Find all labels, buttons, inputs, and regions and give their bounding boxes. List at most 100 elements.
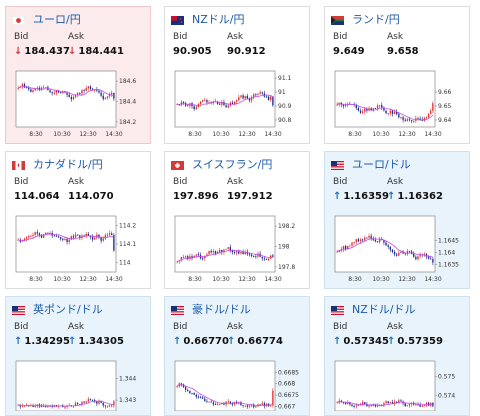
card-header[interactable]: ランド/円	[331, 13, 400, 27]
candle-body	[244, 251, 246, 255]
candle-body	[242, 405, 244, 406]
card-header[interactable]: ユーロ/ドル	[331, 158, 411, 172]
down-arrow-icon: ↓	[14, 46, 23, 57]
candle-body	[385, 401, 387, 404]
x-tick-label: 12:30	[238, 276, 255, 283]
candle-body	[372, 108, 374, 111]
y-tick-label: 1.1635	[438, 262, 459, 269]
candle-body	[229, 247, 231, 251]
candle-body	[79, 235, 81, 238]
candle-body	[98, 90, 100, 93]
candle-body	[40, 87, 43, 90]
candle-body	[347, 245, 349, 250]
candle-body	[87, 86, 90, 89]
candle-body	[238, 97, 240, 101]
card-header[interactable]: 英ポンド/ドル	[12, 303, 103, 317]
candle-body	[229, 401, 231, 404]
candle-body	[359, 239, 362, 242]
candle-body	[94, 400, 96, 402]
pair-title[interactable]: 豪ドル/ドル	[192, 303, 251, 316]
candle-body	[244, 405, 246, 407]
candle-body	[216, 404, 219, 405]
card-header[interactable]: NZドル/ドル	[331, 303, 415, 317]
candle-body	[265, 259, 268, 260]
y-tick-label: 90.9	[278, 103, 292, 110]
candle-body	[36, 404, 38, 406]
candle-body	[387, 113, 389, 114]
candle-body	[225, 248, 227, 250]
candle-body	[372, 404, 374, 406]
pair-title[interactable]: ランド/円	[352, 13, 400, 26]
pair-title[interactable]: カナダドル/円	[33, 158, 103, 171]
candle-body	[404, 403, 406, 407]
pair-title[interactable]: ユーロ/円	[33, 13, 81, 26]
ask-value: 9.658	[387, 46, 419, 57]
candle-body	[391, 249, 394, 252]
candle-body	[233, 252, 236, 253]
candle-body	[96, 401, 98, 404]
candle-body	[250, 97, 253, 101]
candle-body	[210, 401, 212, 403]
candle-body	[187, 105, 189, 107]
pair-title[interactable]: 英ポンド/ドル	[33, 303, 103, 316]
candle-body	[391, 402, 394, 404]
rate-card[interactable]: 英ポンド/ドル Bid Ask ↑ 1.34295 ↑ 1.34305 1.344 1.343	[5, 296, 151, 416]
card-header[interactable]: ユーロ/円	[12, 13, 81, 27]
candle-body	[389, 110, 391, 114]
candle-body	[430, 402, 432, 406]
rate-card[interactable]: ユーロ/ドル Bid Ask ↑ 1.16359 ↑ 1.16362 1.1645 1.164 1…	[324, 151, 470, 289]
candle-body	[344, 402, 347, 404]
pair-title[interactable]: NZドル/円	[192, 13, 245, 26]
candle-body	[248, 98, 251, 101]
card-header[interactable]: NZドル/円	[171, 13, 244, 27]
candle-body	[42, 87, 45, 89]
y-tick-label: 1.344	[119, 375, 136, 382]
candle-body	[34, 405, 36, 407]
y-tick-label: 90.8	[278, 117, 292, 124]
x-tick-label: 12:30	[79, 131, 96, 138]
candle-body	[357, 405, 360, 406]
candle-body	[250, 254, 253, 257]
moving-average-line	[336, 401, 433, 407]
us-flag-icon	[331, 160, 344, 170]
rate-card[interactable]: 豪ドル/ドル Bid Ask ↑ 0.66770 ↑ 0.66774 0.6685 0.668 0…	[164, 296, 310, 416]
candle-body	[38, 233, 41, 235]
pair-title[interactable]: スイスフラン/円	[192, 158, 273, 171]
candle-body	[191, 256, 193, 258]
candle-body	[246, 405, 249, 407]
candle-body	[102, 402, 104, 406]
candle-body	[81, 401, 83, 405]
candle-body	[182, 384, 185, 387]
card-header[interactable]: カナダドル/円	[12, 158, 103, 172]
card-header[interactable]: スイスフラン/円	[171, 158, 272, 172]
rate-card[interactable]: スイスフラン/円 Bid Ask 197.896 197.912 198.2 198 197.…	[164, 151, 310, 289]
y-tick-label: 0.668	[278, 381, 295, 388]
plot-area	[334, 70, 436, 128]
candle-body	[421, 119, 423, 121]
candle-body	[423, 254, 426, 255]
candle-body	[87, 233, 90, 236]
rate-card[interactable]: ユーロ/円 Bid Ask ↓ 184.437 ↓ 184.441 184.6 184.4 184…	[5, 6, 151, 144]
candle-body	[94, 237, 96, 240]
pair-title[interactable]: NZドル/ドル	[352, 303, 416, 316]
rate-card[interactable]: NZドル/ドル Bid Ask ↑ 0.57345 ↑ 0.57359 0.575 0.574	[324, 296, 470, 416]
candle-body	[385, 242, 387, 246]
candle-body	[240, 95, 242, 98]
x-tick-label: 14:30	[105, 276, 122, 283]
card-header[interactable]: 豪ドル/ドル	[171, 303, 251, 317]
pair-title[interactable]: ユーロ/ドル	[352, 158, 411, 171]
candle-body	[385, 110, 387, 114]
rate-card[interactable]: NZドル/円 Bid Ask 90.905 90.912 91.1 91 90.9 90.8 8:…	[164, 6, 310, 144]
y-tick-label: 1.1645	[438, 237, 459, 244]
candle-body	[204, 255, 206, 259]
candle-body	[357, 108, 360, 111]
candle-body	[201, 100, 204, 102]
rate-card[interactable]: カナダドル/円 Bid Ask 114.064 114.070 114.2 114.1 114…	[5, 151, 151, 289]
candle-body	[182, 102, 185, 104]
candle-body	[25, 237, 28, 239]
candle-body	[216, 251, 219, 254]
rate-card[interactable]: ランド/円 Bid Ask 9.649 9.658 9.66 9.65 9.64 8:30 10:…	[324, 6, 470, 144]
price-chart: 0.6685 0.668 0.6675 0.667	[174, 360, 299, 411]
candle-body	[255, 256, 257, 258]
x-tick-label: 12:30	[398, 276, 415, 283]
